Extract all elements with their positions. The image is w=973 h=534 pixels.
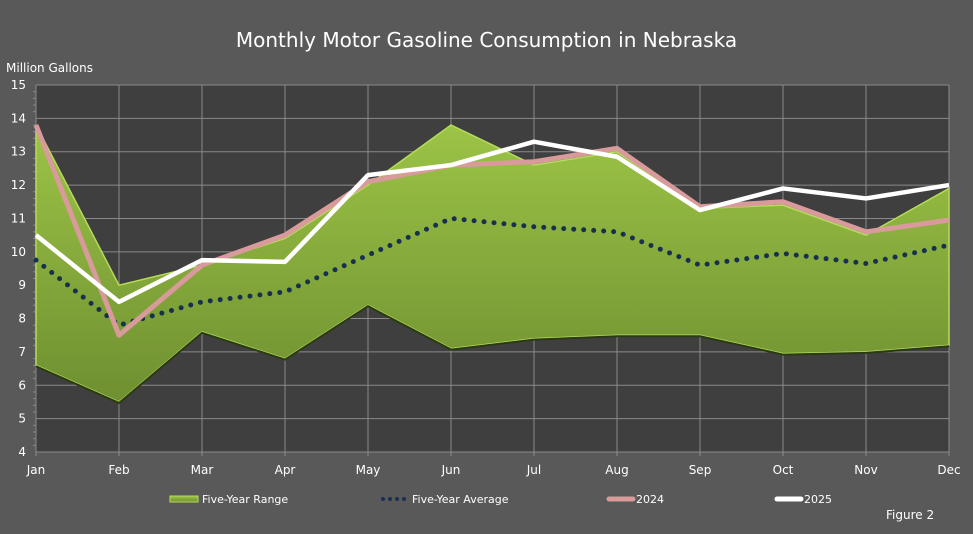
x-tick-label: Jun — [441, 463, 461, 477]
x-tick-label: Nov — [854, 463, 877, 477]
y-tick-label: 7 — [18, 345, 26, 359]
legend-label: Five-Year Range — [202, 493, 288, 506]
y-tick-label: 9 — [18, 278, 26, 292]
y-tick-label: 13 — [11, 145, 26, 159]
chart-title: Monthly Motor Gasoline Consumption in Ne… — [235, 28, 738, 52]
x-tick-label: May — [356, 463, 381, 477]
2024-line — [33, 124, 950, 338]
legend-label: Five-Year Average — [412, 493, 509, 506]
five-year-average-line — [33, 215, 952, 328]
x-tick-label: Aug — [605, 463, 628, 477]
y-tick-label: 12 — [11, 178, 26, 192]
x-tick-label: Feb — [108, 463, 129, 477]
y-tick-label: 15 — [11, 78, 26, 92]
legend-label: 2024 — [636, 493, 664, 506]
legend-item: 2025 — [774, 493, 832, 506]
y-tick-label: 4 — [18, 445, 26, 459]
2025-line — [34, 139, 950, 305]
y-tick-label: 5 — [18, 412, 26, 426]
y-tick-label: 11 — [11, 211, 26, 225]
y-axis-label: Million Gallons — [6, 61, 93, 75]
legend-label: 2025 — [804, 493, 832, 506]
x-tick-label: Sep — [689, 463, 712, 477]
x-tick-label: Apr — [275, 463, 296, 477]
legend-item: Five-Year Average — [381, 493, 509, 506]
x-tick-label: Jan — [26, 463, 46, 477]
y-tick-label: 8 — [18, 312, 26, 326]
x-tick-label: Jul — [526, 463, 541, 477]
legend-item: 2024 — [606, 493, 664, 506]
legend-swatch-range — [169, 495, 199, 503]
x-tick-label: Dec — [937, 463, 960, 477]
y-tick-label: 10 — [11, 245, 26, 259]
x-tick-label: Oct — [773, 463, 794, 477]
legend-item: Five-Year Range — [169, 493, 288, 506]
figure-label: Figure 2 — [886, 508, 935, 522]
y-tick-label: 6 — [18, 378, 26, 392]
five-year-range-min-edge — [35, 305, 950, 405]
y-tick-label: 14 — [11, 111, 26, 125]
x-tick-label: Mar — [191, 463, 214, 477]
